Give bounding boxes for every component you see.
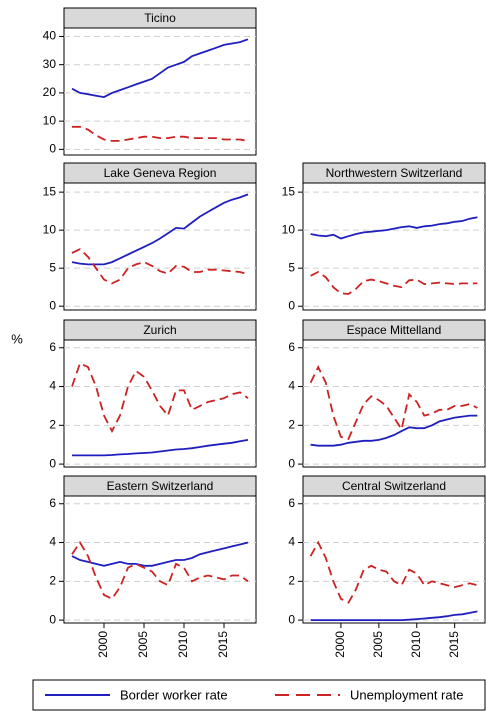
- series-line: [71, 541, 249, 567]
- series-line: [71, 248, 249, 285]
- series-line: [310, 414, 478, 447]
- y-tick-label: 15: [282, 184, 296, 198]
- y-tick-label: 4: [49, 535, 56, 549]
- y-tick-label: 0: [49, 612, 56, 626]
- y-tick-label: 4: [288, 379, 295, 393]
- y-tick-label: 5: [49, 260, 56, 274]
- series-line: [310, 216, 478, 240]
- x-tick-label: 2010: [409, 631, 423, 658]
- x-tick-label: 2000: [96, 631, 110, 658]
- series-line: [71, 193, 249, 266]
- panel-title: Lake Geneva Region: [104, 166, 217, 180]
- x-tick-label: 2015: [216, 631, 230, 658]
- y-tick-label: 20: [43, 85, 57, 99]
- panel-title: Northwestern Switzerland: [326, 166, 463, 180]
- y-tick-label: 6: [49, 496, 56, 510]
- y-tick-label: 10: [43, 113, 57, 127]
- y-tick-label: 0: [288, 612, 295, 626]
- plot-area: [63, 27, 257, 156]
- y-tick-label: 2: [49, 573, 56, 587]
- x-tick-label: 2005: [136, 631, 150, 658]
- legend-label: Unemployment rate: [350, 687, 463, 702]
- y-tick-label: 10: [43, 222, 57, 236]
- plot-area: [302, 495, 486, 624]
- y-tick-label: 6: [288, 340, 295, 354]
- legend-label: Border worker rate: [120, 687, 228, 702]
- y-tick-label: 5: [288, 260, 295, 274]
- plot-area: [302, 339, 486, 468]
- panel-title: Ticino: [144, 11, 176, 25]
- series-line: [72, 439, 249, 457]
- y-axis-label: %: [11, 331, 23, 346]
- y-tick-label: 6: [288, 496, 295, 510]
- y-tick-label: 4: [288, 535, 295, 549]
- series-line: [309, 540, 478, 604]
- y-tick-label: 10: [282, 222, 296, 236]
- panel-title: Central Switzerland: [342, 479, 446, 493]
- x-tick-label: 2015: [447, 631, 461, 658]
- series-line: [71, 540, 249, 600]
- y-tick-label: 2: [49, 417, 56, 431]
- x-tick-label: 2000: [333, 631, 347, 658]
- y-tick-label: 0: [288, 456, 295, 470]
- series-line: [71, 38, 249, 99]
- y-tick-label: 15: [43, 184, 57, 198]
- series-line: [71, 362, 249, 434]
- y-tick-label: 30: [43, 57, 57, 71]
- plot-area: [63, 495, 257, 624]
- panel-title: Zurich: [143, 323, 176, 337]
- plot-area: [63, 339, 257, 468]
- series-line: [310, 610, 478, 621]
- y-tick-label: 0: [49, 298, 56, 312]
- y-tick-label: 4: [49, 379, 56, 393]
- panel-title: Espace Mittelland: [347, 323, 442, 337]
- x-tick-label: 2005: [371, 631, 385, 658]
- y-tick-label: 40: [43, 29, 57, 43]
- y-tick-label: 2: [288, 573, 295, 587]
- y-tick-label: 0: [49, 142, 56, 156]
- series-line: [309, 365, 478, 440]
- y-tick-label: 0: [49, 456, 56, 470]
- plot-area: [302, 182, 486, 311]
- series-line: [310, 270, 478, 295]
- plot-area: [63, 182, 257, 311]
- y-tick-label: 6: [49, 340, 56, 354]
- y-tick-label: 0: [288, 298, 295, 312]
- series-line: [72, 125, 249, 142]
- panel-title: Eastern Switzerland: [107, 479, 214, 493]
- x-tick-label: 2010: [176, 631, 190, 658]
- y-tick-label: 2: [288, 417, 295, 431]
